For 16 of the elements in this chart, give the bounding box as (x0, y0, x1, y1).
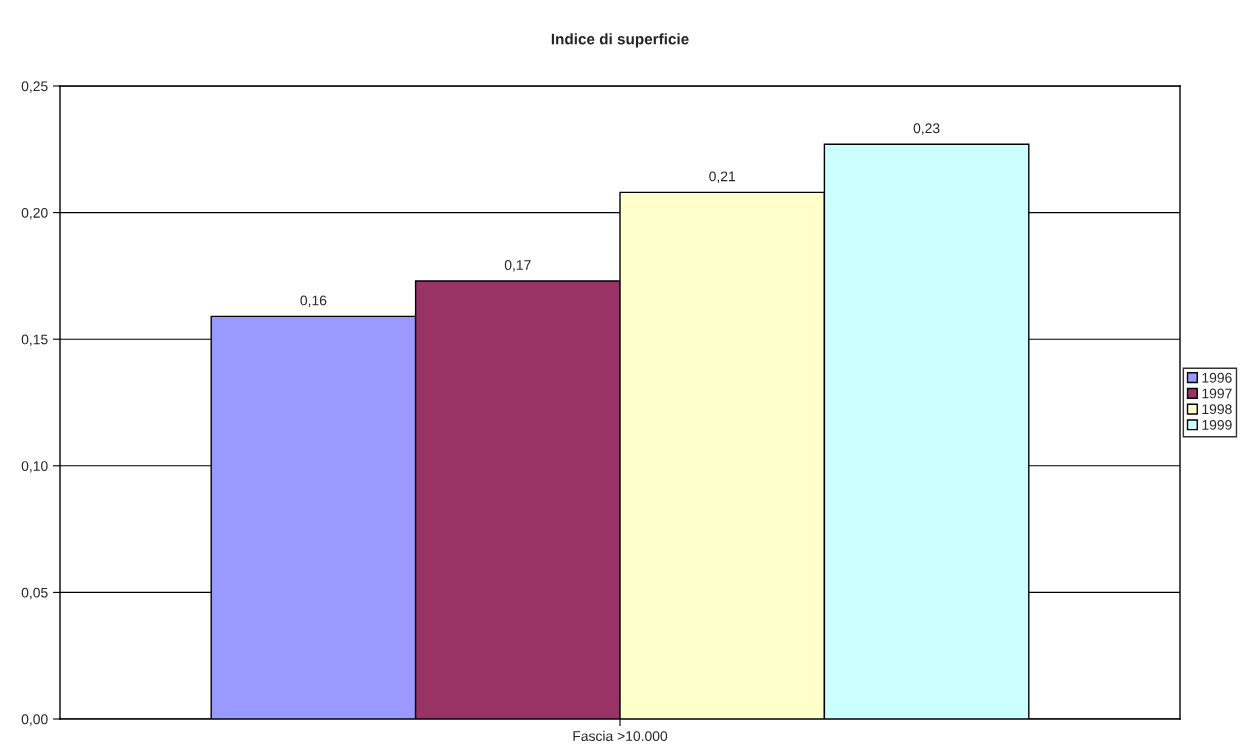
legend-label: 1998 (1202, 404, 1232, 415)
y-tick-label: 0,00 (21, 714, 48, 726)
x-tick-label: Fascia >10.000 (573, 730, 668, 742)
y-tick-label: 0,25 (21, 81, 48, 93)
y-tick-label: 0,20 (21, 207, 48, 220)
data-label: 0,17 (504, 260, 531, 272)
legend-label: 1999 (1202, 419, 1232, 430)
y-tick-label: 0,15 (21, 334, 48, 347)
y-tick-label: 0,05 (21, 587, 48, 600)
chart-title: Indice di superficie (551, 33, 689, 48)
y-tick-label: 0,10 (21, 461, 48, 473)
data-label: 0,21 (709, 171, 736, 183)
legend-label: 1996 (1202, 372, 1232, 383)
data-label: 0,16 (300, 295, 327, 307)
legend-label: 1997 (1202, 388, 1232, 399)
data-label: 0,23 (913, 123, 940, 135)
